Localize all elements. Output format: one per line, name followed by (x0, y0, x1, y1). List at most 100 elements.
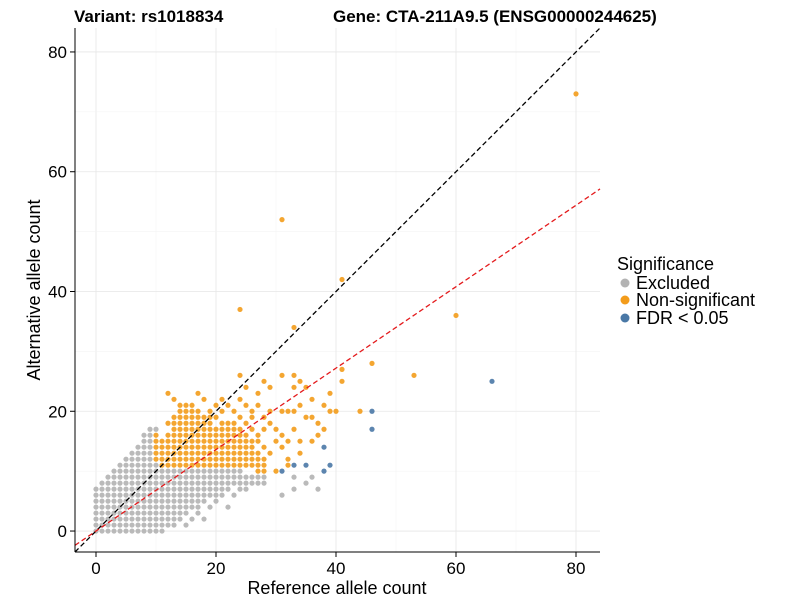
data-point-excluded (153, 480, 159, 486)
data-point-non-significant (183, 402, 189, 408)
data-point-excluded (123, 492, 129, 498)
data-point-non-significant (225, 432, 231, 438)
data-point-excluded (195, 486, 201, 492)
data-point-non-significant (273, 468, 279, 474)
data-point-non-significant (201, 432, 207, 438)
data-point-non-significant (177, 462, 183, 468)
data-point-excluded (159, 528, 165, 534)
data-point-non-significant (195, 390, 201, 396)
data-point-excluded (141, 474, 147, 480)
data-point-non-significant (213, 432, 219, 438)
data-point-non-significant (267, 420, 273, 426)
y-tick-label: 40 (48, 282, 67, 301)
data-point-non-significant (297, 402, 303, 408)
data-point-non-significant (165, 444, 171, 450)
data-point-excluded (183, 468, 189, 474)
data-point-excluded (177, 474, 183, 480)
data-point-excluded (195, 480, 201, 486)
data-point-non-significant (189, 450, 195, 456)
data-point-excluded (129, 516, 135, 522)
data-point-non-significant (207, 456, 213, 462)
data-point-excluded (315, 486, 321, 492)
y-tick-label: 20 (48, 402, 67, 421)
data-point-non-significant (297, 438, 303, 444)
data-point-excluded (111, 486, 117, 492)
data-point-excluded (153, 510, 159, 516)
data-point-non-significant (189, 402, 195, 408)
data-point-excluded (129, 486, 135, 492)
data-point-non-significant (249, 438, 255, 444)
data-point-excluded (93, 522, 99, 528)
data-point-excluded (183, 498, 189, 504)
data-point-excluded (141, 504, 147, 510)
data-point-excluded (213, 498, 219, 504)
data-point-excluded (123, 468, 129, 474)
data-point-excluded (177, 492, 183, 498)
data-point-excluded (231, 468, 237, 474)
data-point-fdr-0-05 (321, 468, 327, 474)
data-point-excluded (93, 504, 99, 510)
data-point-non-significant (171, 438, 177, 444)
data-point-excluded (147, 450, 153, 456)
data-point-non-significant (279, 217, 285, 223)
data-point-non-significant (207, 444, 213, 450)
data-point-excluded (183, 480, 189, 486)
legend-swatch-fdr (620, 313, 630, 323)
data-point-non-significant (201, 426, 207, 432)
data-point-excluded (195, 492, 201, 498)
data-point-non-significant (219, 420, 225, 426)
data-point-non-significant (327, 408, 333, 414)
data-point-excluded (111, 492, 117, 498)
data-point-non-significant (183, 432, 189, 438)
data-point-non-significant (237, 432, 243, 438)
data-point-non-significant (189, 438, 195, 444)
data-point-excluded (231, 492, 237, 498)
data-point-non-significant (219, 432, 225, 438)
data-point-non-significant (255, 432, 261, 438)
data-point-excluded (165, 504, 171, 510)
data-point-excluded (117, 528, 123, 534)
data-point-excluded (291, 486, 297, 492)
data-point-excluded (141, 450, 147, 456)
data-point-excluded (153, 474, 159, 480)
data-point-non-significant (231, 444, 237, 450)
data-point-excluded (237, 474, 243, 480)
data-point-excluded (159, 516, 165, 522)
data-point-excluded (129, 462, 135, 468)
data-point-non-significant (237, 462, 243, 468)
data-point-excluded (147, 468, 153, 474)
data-point-excluded (117, 510, 123, 516)
data-point-excluded (135, 522, 141, 528)
data-point-excluded (177, 480, 183, 486)
data-point-non-significant (195, 438, 201, 444)
data-point-fdr-0-05 (321, 444, 327, 450)
data-point-excluded (183, 522, 189, 528)
data-point-non-significant (249, 426, 255, 432)
data-point-excluded (147, 438, 153, 444)
data-point-non-significant (183, 462, 189, 468)
data-point-excluded (135, 480, 141, 486)
data-point-excluded (165, 474, 171, 480)
data-point-non-significant (171, 432, 177, 438)
data-point-excluded (243, 486, 249, 492)
data-point-excluded (99, 498, 105, 504)
data-point-non-significant (201, 444, 207, 450)
data-point-non-significant (153, 450, 159, 456)
data-point-non-significant (315, 420, 321, 426)
data-point-excluded (129, 468, 135, 474)
data-point-excluded (117, 468, 123, 474)
data-point-excluded (117, 498, 123, 504)
data-point-excluded (117, 486, 123, 492)
data-point-non-significant (243, 450, 249, 456)
data-point-excluded (123, 474, 129, 480)
data-point-excluded (177, 498, 183, 504)
data-point-excluded (141, 516, 147, 522)
points-layer (93, 91, 579, 534)
data-point-excluded (171, 522, 177, 528)
data-point-non-significant (195, 420, 201, 426)
data-point-excluded (111, 468, 117, 474)
data-point-excluded (183, 510, 189, 516)
data-point-excluded (219, 474, 225, 480)
data-point-excluded (93, 516, 99, 522)
